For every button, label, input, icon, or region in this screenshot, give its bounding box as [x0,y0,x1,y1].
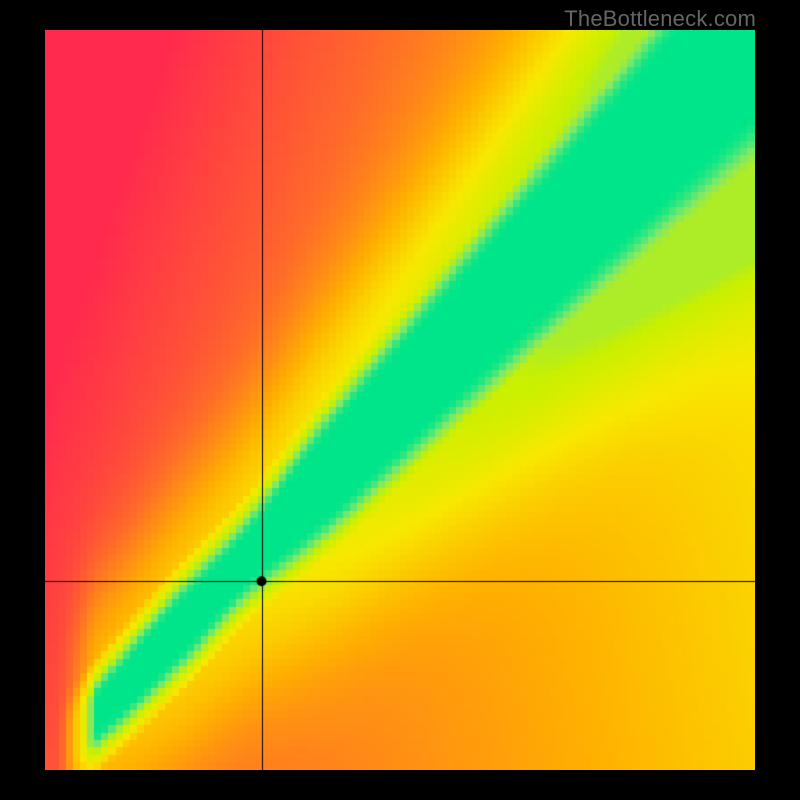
heatmap-canvas [45,30,755,770]
chart-container: TheBottleneck.com [0,0,800,800]
watermark-text: TheBottleneck.com [564,6,756,32]
plot-area [45,30,755,770]
